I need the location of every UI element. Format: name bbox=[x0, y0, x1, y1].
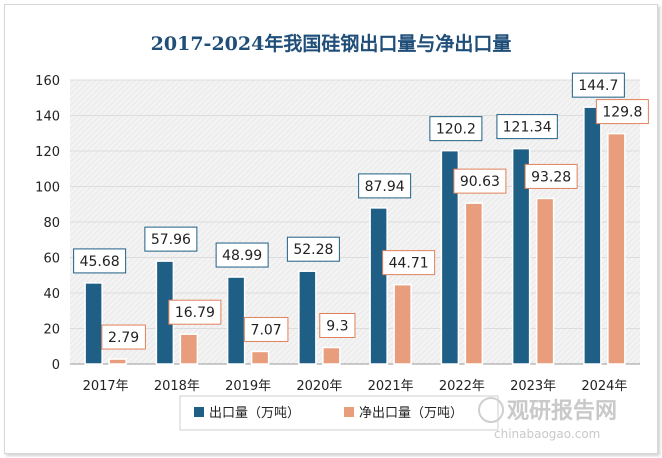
y-tick-label: 40 bbox=[43, 287, 60, 302]
data-label: 121.34 bbox=[503, 120, 552, 136]
data-label-box bbox=[571, 72, 625, 98]
data-label-box bbox=[496, 114, 558, 140]
bar bbox=[511, 147, 531, 365]
data-label-box bbox=[524, 163, 578, 189]
bar bbox=[322, 346, 341, 365]
x-axis-ticks: 2017年 2018年 2019年 2020年 2021年 2022年 2023年 2024年 bbox=[83, 379, 628, 394]
bar bbox=[369, 207, 388, 365]
bar bbox=[298, 270, 317, 365]
watermark: 观研报告网 chinabaogao.com bbox=[478, 397, 617, 441]
data-label: 144.7 bbox=[578, 78, 618, 94]
x-tick-label: 2017年 bbox=[83, 379, 129, 394]
data-label-box bbox=[319, 312, 356, 338]
data-label: 93.28 bbox=[531, 169, 571, 185]
data-label: 45.68 bbox=[80, 254, 120, 270]
x-tick-label: 2024年 bbox=[581, 379, 627, 394]
bar bbox=[179, 333, 199, 365]
bar bbox=[226, 276, 246, 365]
x-tick-label: 2023年 bbox=[510, 379, 556, 394]
data-label: 90.63 bbox=[460, 174, 500, 190]
data-label: 9.3 bbox=[326, 318, 348, 334]
legend: 出口量（万吨） 净出口量（万吨） bbox=[179, 395, 499, 431]
data-label: 2.79 bbox=[108, 330, 139, 346]
legend-swatch bbox=[194, 407, 204, 417]
data-label: 57.96 bbox=[151, 232, 191, 248]
watermark-logo-icon bbox=[478, 397, 504, 423]
bar bbox=[464, 202, 484, 365]
legend-box bbox=[179, 395, 499, 431]
chart-title: 2017-2024年我国硅钢出口量与净出口量 bbox=[151, 32, 512, 55]
data-label: 44.71 bbox=[389, 256, 429, 272]
y-tick-label: 60 bbox=[43, 252, 60, 267]
legend-label: 出口量（万吨） bbox=[209, 406, 300, 421]
data-label-box bbox=[243, 316, 289, 342]
x-tick-label: 2021年 bbox=[368, 379, 414, 394]
data-label-box bbox=[73, 248, 127, 274]
watermark-url: chinabaogao.com bbox=[494, 427, 600, 441]
data-label-box bbox=[358, 173, 412, 199]
y-tick-label: 0 bbox=[52, 358, 60, 373]
bars bbox=[84, 106, 626, 365]
bar bbox=[393, 283, 412, 365]
data-label: 129.8 bbox=[602, 105, 642, 121]
y-axis-ticks: 0 20 40 60 80 100 120 140 160 bbox=[35, 74, 60, 373]
data-label-box bbox=[168, 299, 222, 325]
data-label-box bbox=[286, 236, 340, 262]
data-label-box bbox=[382, 250, 436, 276]
bar bbox=[440, 149, 460, 365]
bar bbox=[84, 282, 103, 365]
data-label-box bbox=[453, 168, 507, 194]
watermark-brand: 观研报告网 bbox=[507, 399, 617, 424]
bar bbox=[108, 358, 127, 365]
data-label: 7.07 bbox=[251, 322, 282, 338]
data-label: 16.79 bbox=[175, 305, 215, 321]
legend-label: 净出口量（万吨） bbox=[359, 406, 463, 421]
data-label: 52.28 bbox=[293, 242, 333, 258]
x-tick-label: 2020年 bbox=[296, 379, 342, 394]
x-tick-label: 2022年 bbox=[439, 379, 485, 394]
x-tick-label: 2019年 bbox=[225, 379, 271, 394]
x-tick-label: 2018年 bbox=[154, 379, 200, 394]
y-tick-label: 80 bbox=[43, 216, 60, 231]
y-tick-label: 120 bbox=[35, 145, 60, 160]
bar bbox=[250, 350, 270, 365]
data-label: 120.2 bbox=[436, 122, 476, 138]
data-label-box bbox=[595, 99, 649, 125]
legend-swatch bbox=[344, 407, 354, 417]
data-label-box bbox=[215, 242, 269, 268]
bar bbox=[607, 132, 626, 365]
data-labels: 45.68 2.79 57.96 16.79 48.99 7.07 52.28 9.3 87.9… bbox=[73, 72, 649, 350]
y-tick-label: 100 bbox=[35, 181, 60, 196]
y-tick-label: 20 bbox=[43, 323, 60, 338]
data-label-box bbox=[144, 226, 198, 252]
y-tick-label: 140 bbox=[35, 110, 60, 125]
bar bbox=[583, 106, 602, 365]
data-label: 48.99 bbox=[222, 248, 262, 264]
data-label-box bbox=[101, 324, 146, 350]
bar bbox=[535, 197, 555, 365]
y-tick-label: 160 bbox=[35, 74, 60, 89]
data-label: 87.94 bbox=[365, 179, 405, 195]
data-label-box bbox=[429, 116, 483, 142]
